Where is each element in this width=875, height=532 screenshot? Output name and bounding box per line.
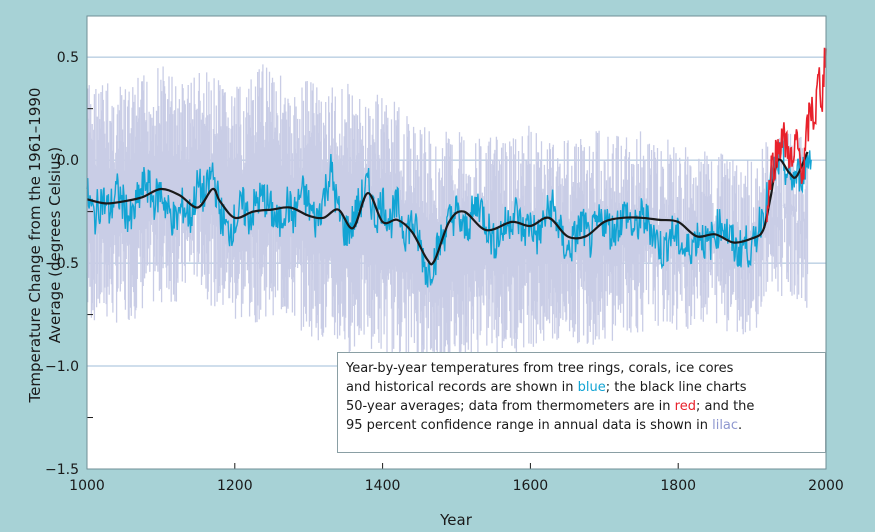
y-tick-label: 0.0: [57, 153, 79, 169]
annotation-text: ; the black line charts: [605, 380, 747, 395]
thermometer-series-line: [766, 47, 827, 223]
y-tick-label: −1.5: [45, 462, 79, 478]
y-tick-label: 0.5: [57, 50, 79, 66]
annotation-line: 95 percent confidence range in annual da…: [346, 416, 817, 435]
annotation-color-word: lilac: [712, 418, 739, 433]
annotation-line: 50-year averages; data from thermometers…: [346, 397, 817, 416]
y-tick-label: −0.5: [45, 256, 79, 272]
x-tick-label: 1400: [365, 478, 401, 494]
annotation-line: Year-by-year temperatures from tree ring…: [346, 359, 817, 378]
x-tick-label: 2000: [808, 478, 844, 494]
x-tick-label: 1200: [217, 478, 253, 494]
annotation-text: ; and the: [695, 399, 755, 414]
legend-annotation: Year-by-year temperatures from tree ring…: [337, 352, 826, 453]
proxy-series-line: [86, 136, 812, 288]
x-tick-label: 1800: [660, 478, 696, 494]
annotation-text: and historical records are shown in: [346, 380, 578, 395]
annotation-line: and historical records are shown in blue…: [346, 378, 817, 397]
series-layer: [86, 47, 827, 374]
fifty-year-average-line: [86, 151, 809, 266]
x-tick-label: 1600: [513, 478, 549, 494]
plot-border: [86, 15, 827, 470]
annotation-text: .: [738, 418, 743, 433]
annotation-color-word: blue: [577, 380, 606, 395]
x-axis-title: Year: [439, 511, 473, 529]
y-tick-label: −1.0: [45, 359, 79, 375]
annotation-text: 50-year averages; data from thermometers…: [346, 399, 675, 414]
annotation-color-word: red: [674, 399, 696, 414]
annotation-text: Year-by-year temperatures from tree ring…: [346, 361, 734, 376]
y-axis-title: Temperature Change from the 1961–1990 Av…: [26, 88, 64, 404]
annotation-text: 95 percent confidence range in annual da…: [346, 418, 713, 433]
x-tick-label: 1000: [69, 478, 105, 494]
y-axis-title-line-2: Average (degrees Celsius): [46, 147, 64, 343]
axes: −1.5 −1.0 −0.5 0.0 0.5 1000 1200 1400 1600 1800 20…: [45, 15, 844, 494]
y-axis-title-line-1: Temperature Change from the 1961–1990: [26, 88, 44, 404]
